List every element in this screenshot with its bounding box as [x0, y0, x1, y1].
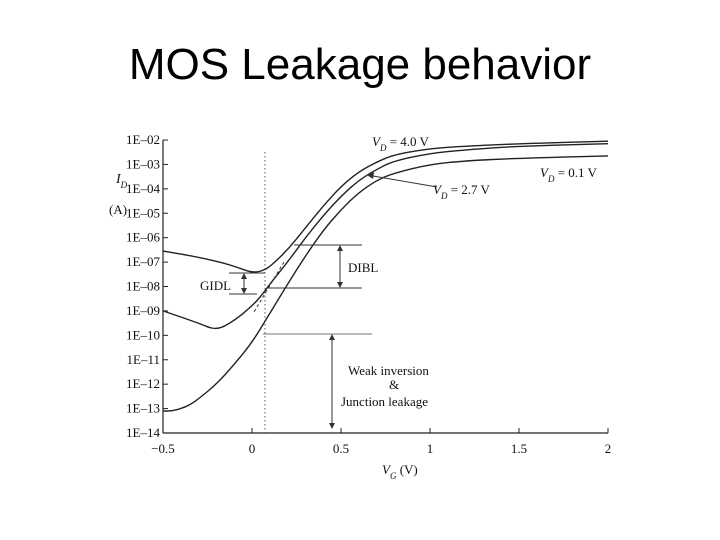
y-tick-label: 1E–12	[126, 376, 160, 391]
y-tick-label: 1E–09	[126, 303, 160, 318]
gidl-arrowhead-down	[241, 288, 247, 294]
slide-title: MOS Leakage behavior	[128, 40, 592, 89]
series-label-vd-2-7v: VD = 2.7 V	[433, 182, 491, 201]
series-2-7v-pointer	[372, 175, 438, 188]
x-axis-title: VG (V)	[382, 462, 418, 481]
weak-inversion-arrowhead-up	[329, 334, 335, 340]
y-tick-label: 1E–11	[127, 352, 160, 367]
curves-layer	[162, 140, 609, 412]
x-tick-label: 1.5	[511, 441, 527, 456]
y-axis-title: ID	[115, 172, 128, 190]
y-tick-label: 1E–07	[126, 254, 160, 269]
y-tick-label: 1E–02	[126, 132, 160, 147]
x-tick-label: 1	[427, 441, 434, 456]
series-label-vd-4v: VD = 4.0 V	[372, 134, 430, 153]
y-tick-label: 1E–06	[126, 230, 160, 245]
y-axis-unit: (A)	[109, 202, 127, 217]
x-tick-label: 0	[249, 441, 256, 456]
dibl-extrapolation-dashed-line	[253, 261, 285, 313]
series-line-vd-4v	[162, 140, 609, 273]
junction-leakage-label: Junction leakage	[341, 394, 428, 409]
y-tick-label: 1E–08	[126, 279, 160, 294]
y-tick-label: 1E–05	[126, 205, 160, 220]
gidl-label: GIDL	[200, 278, 231, 293]
ampersand-label: &	[389, 377, 399, 392]
x-tick-label: 2	[605, 441, 612, 456]
y-tick-label: 1E–13	[126, 401, 160, 416]
weak-inversion-arrowhead-down	[329, 423, 335, 429]
x-tick-label: −0.5	[151, 441, 175, 456]
gidl-arrowhead-up	[241, 273, 247, 279]
y-tick-label: 1E–10	[126, 327, 160, 342]
weak-inversion-label: Weak inversion	[348, 363, 429, 378]
series-line-vd-0-1v	[162, 155, 609, 412]
series-2-7v-pointer-head	[367, 172, 374, 179]
dibl-arrowhead-down	[337, 282, 343, 288]
series-label-vd-0-1v: VD = 0.1 V	[540, 165, 598, 184]
series-line-vd-2-7v	[162, 143, 609, 330]
ticks-layer: 1E–02 1E–03 1E–04 1E–05 1E–06 1E–07 1E–08 1E–09…	[126, 132, 611, 456]
y-tick-label: 1E–03	[126, 156, 160, 171]
dibl-label: DIBL	[348, 260, 378, 275]
y-tick-label: 1E–14	[126, 425, 160, 440]
dibl-arrowhead-up	[337, 245, 343, 251]
y-tick-label: 1E–04	[126, 181, 160, 196]
x-tick-label: 0.5	[333, 441, 349, 456]
